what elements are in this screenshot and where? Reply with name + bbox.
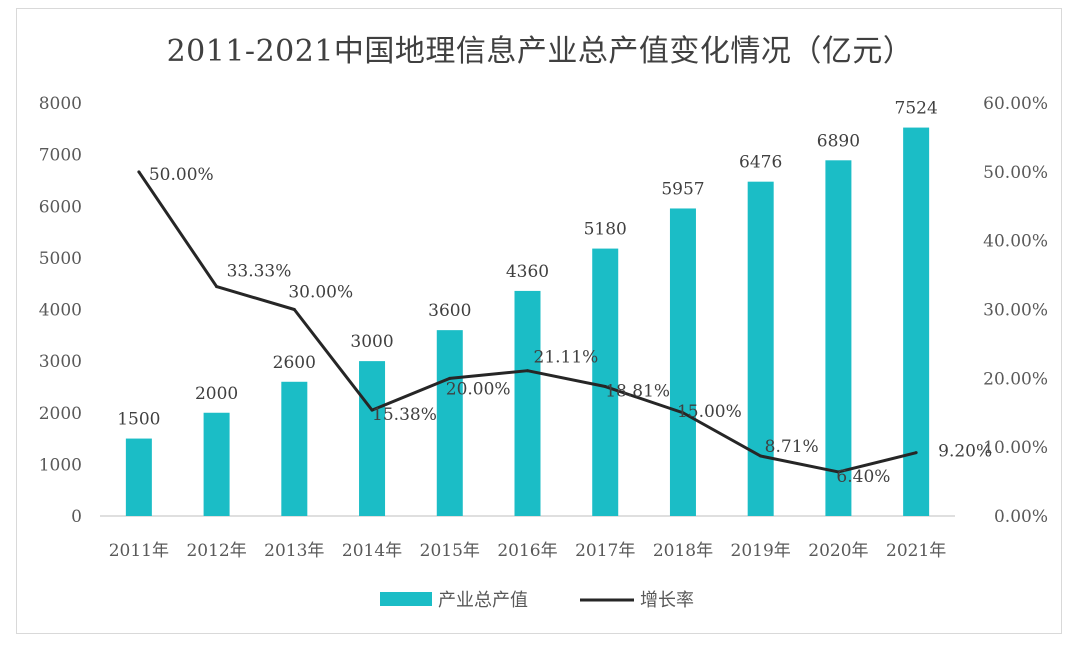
line-data-label: 33.33% <box>227 262 292 282</box>
x-tick-label: 2021年 <box>886 541 946 561</box>
line-data-label: 20.00% <box>446 379 511 399</box>
y-right-tick-label: 0.00% <box>994 507 1048 527</box>
bar-data-label: 2600 <box>273 353 316 373</box>
x-tick-label: 2015年 <box>420 541 480 561</box>
x-tick-label: 2020年 <box>808 541 868 561</box>
bar <box>825 160 852 516</box>
bar-data-label: 5957 <box>661 179 704 199</box>
y-right-tick-label: 40.00% <box>983 232 1048 252</box>
line-point <box>526 369 529 373</box>
legend-bar-swatch <box>380 592 432 606</box>
x-tick-label: 2018年 <box>653 541 713 561</box>
line-data-label: 8.71% <box>765 437 819 457</box>
bar <box>359 361 386 516</box>
x-tick-label: 2016年 <box>497 541 557 561</box>
y-right-tick-label: 50.00% <box>983 163 1048 183</box>
bar-data-label: 3000 <box>350 332 393 352</box>
bar <box>592 248 619 516</box>
bar <box>203 412 230 516</box>
line-point <box>448 376 452 380</box>
bar <box>281 381 308 516</box>
bar <box>747 181 774 516</box>
line-point <box>759 454 763 458</box>
bar <box>903 127 930 517</box>
line-point <box>836 470 840 474</box>
x-tick-label: 2014年 <box>342 541 402 561</box>
y-left-tick-label: 3000 <box>39 352 82 372</box>
x-tick-label: 2019年 <box>731 541 791 561</box>
line-point <box>914 451 918 455</box>
line-point <box>137 170 141 174</box>
y-right-tick-label: 30.00% <box>983 301 1048 321</box>
bar-data-label: 3600 <box>428 301 471 321</box>
chart-title: 2011-2021中国地理信息产业总产值变化情况（亿元） <box>166 34 914 69</box>
y-left-tick-label: 5000 <box>39 249 82 269</box>
bar-data-label: 6476 <box>739 153 782 173</box>
legend-line-label: 增长率 <box>640 590 694 611</box>
x-tick-label: 2013年 <box>264 541 324 561</box>
line-data-label: 21.11% <box>534 348 599 368</box>
line-data-label: 6.40% <box>836 467 890 487</box>
bar-data-label: 5180 <box>584 220 627 240</box>
y-right-tick-label: 60.00% <box>983 94 1048 114</box>
y-left-tick-label: 7000 <box>39 146 82 166</box>
y-left-tick-label: 4000 <box>39 301 82 321</box>
line-data-label: 50.00% <box>149 165 214 185</box>
y-left-tick-label: 6000 <box>39 197 82 217</box>
bar <box>514 290 541 516</box>
bar <box>436 330 463 516</box>
line-data-label: 9.20% <box>938 442 992 462</box>
bar <box>125 438 152 516</box>
y-left-tick-label: 0 <box>71 507 82 527</box>
y-left-tick-label: 2000 <box>39 404 82 424</box>
y-left-tick-label: 1000 <box>39 455 82 475</box>
line-data-label: 15.38% <box>372 405 437 425</box>
line-data-label: 30.00% <box>288 283 353 303</box>
y-right-tick-label: 10.00% <box>983 438 1048 458</box>
line-point <box>292 308 296 311</box>
bar-data-label: 2000 <box>195 384 238 404</box>
bar <box>669 208 696 516</box>
y-left-tick-label: 8000 <box>39 94 82 114</box>
line-data-label: 18.81% <box>605 382 670 402</box>
legend-bar-label: 产业总产值 <box>438 590 528 611</box>
bar-data-label: 7524 <box>895 99 938 119</box>
line-data-label: 15.00% <box>677 402 742 422</box>
bar-data-label: 6890 <box>817 131 860 151</box>
line-point <box>603 385 607 389</box>
bar-data-label: 4360 <box>506 262 549 282</box>
bar-data-label: 1500 <box>117 410 160 430</box>
y-right-tick-label: 20.00% <box>983 369 1048 389</box>
x-tick-label: 2017年 <box>575 541 635 561</box>
line-point <box>215 285 219 289</box>
x-tick-label: 2012年 <box>186 541 246 561</box>
x-tick-label: 2011年 <box>109 541 169 561</box>
line-point <box>681 411 685 415</box>
line-point <box>370 408 374 412</box>
